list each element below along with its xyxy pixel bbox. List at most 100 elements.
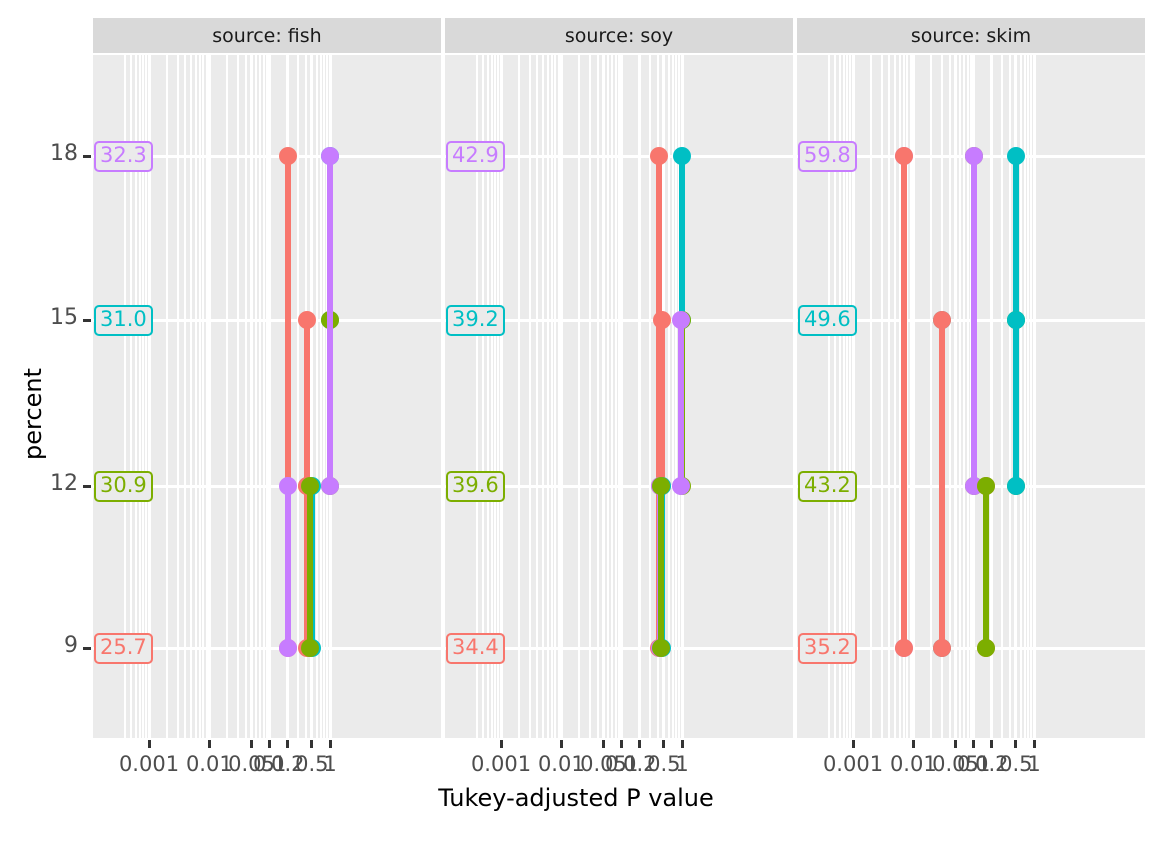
gridline-major (851, 55, 855, 738)
comparison-point[interactable] (673, 147, 691, 165)
comparison-segment (304, 320, 311, 486)
gridline-minor (554, 55, 557, 738)
x-axis-tick (680, 740, 684, 748)
comparison-point[interactable] (964, 147, 983, 165)
gridline-minor (1001, 55, 1004, 738)
comparison-segment (982, 486, 989, 648)
gridline-minor (1027, 55, 1030, 738)
comparison-segment (659, 320, 666, 486)
comparison-point[interactable] (321, 147, 339, 165)
comparison-point[interactable] (652, 477, 671, 495)
y-axis-tick-label: 15 (50, 305, 78, 330)
gridline-major (954, 55, 957, 738)
facet-strip-skim: source: skim (797, 18, 1145, 53)
comparison-point[interactable] (1006, 147, 1025, 165)
gridline-minor (550, 55, 553, 738)
gridline-horizontal (445, 485, 793, 488)
x-axis-tick (602, 740, 605, 748)
gridline-minor (237, 55, 240, 738)
x-axis-tick-label: 0.01 (889, 752, 937, 776)
comparison-segment (677, 320, 684, 486)
comparison-segment (284, 156, 291, 648)
x-axis-tick-label: 0.05 (932, 752, 979, 776)
gridline-minor (1023, 55, 1026, 738)
x-axis-tick-label: 0.01 (185, 752, 233, 776)
comparison-segment (679, 156, 685, 320)
x-axis-tick-label: 0.05 (228, 752, 275, 776)
gridline-minor (129, 55, 132, 738)
gridline-minor (898, 55, 901, 738)
gridline-major (147, 55, 151, 738)
comparison-point[interactable] (976, 639, 995, 657)
x-axis-tick (310, 740, 314, 748)
mean-value-label: 30.9 (94, 471, 153, 502)
mean-value-label: 39.2 (446, 305, 505, 336)
comparison-point[interactable] (933, 311, 952, 329)
comparison-point[interactable] (653, 311, 672, 329)
comparison-point[interactable] (278, 147, 297, 165)
y-axis-tick-label: 9 (64, 633, 78, 658)
gridline-minor (894, 55, 897, 738)
gridline-minor (176, 55, 179, 738)
comparison-point[interactable] (933, 639, 952, 657)
gridline-minor (528, 55, 531, 738)
gridline-minor (518, 55, 521, 738)
gridline-minor (833, 55, 836, 738)
gridline-major (1032, 55, 1036, 738)
panel-fish (93, 55, 441, 738)
gridline-minor (1030, 55, 1033, 738)
gridline-minor (194, 55, 197, 738)
gridline-minor (265, 55, 268, 738)
gridline-horizontal (445, 319, 793, 322)
comparison-point[interactable] (278, 477, 297, 495)
y-axis-tick (83, 484, 91, 488)
gridline-minor (134, 55, 137, 738)
gridline-minor (481, 55, 484, 738)
gridline-major (310, 55, 314, 738)
y-axis-tick (83, 646, 91, 650)
x-axis-tick-label: 0.1 (956, 752, 991, 776)
gridline-minor (906, 55, 909, 738)
gridline-minor (315, 55, 318, 738)
x-axis-tick (972, 740, 976, 748)
gridline-horizontal (797, 647, 1145, 650)
comparison-point[interactable] (894, 147, 913, 165)
x-axis-tick (559, 740, 563, 748)
y-axis-tick (83, 154, 91, 158)
comparison-point[interactable] (671, 477, 690, 495)
x-axis-tick (620, 740, 624, 748)
gridline-minor (297, 55, 300, 738)
x-axis-tick-label: 0.2 (271, 752, 305, 776)
comparison-point[interactable] (650, 147, 669, 165)
comparison-point[interactable] (1006, 477, 1025, 495)
gridline-minor (959, 55, 962, 738)
comparison-point[interactable] (652, 639, 671, 657)
x-axis-tick (268, 740, 272, 748)
y-axis-tick (83, 318, 91, 322)
x-axis-tick-label: 1 (1027, 752, 1041, 776)
gridline-minor (596, 55, 599, 738)
x-axis-tick-label: 0.2 (623, 752, 657, 776)
comparison-point[interactable] (321, 477, 339, 495)
comparison-point[interactable] (894, 639, 913, 657)
gridline-minor (909, 55, 912, 738)
comparison-point[interactable] (300, 639, 319, 657)
gridline-minor (827, 55, 830, 738)
gridline-minor (323, 55, 326, 738)
comparison-point[interactable] (298, 311, 317, 329)
comparison-point[interactable] (300, 477, 319, 495)
comparison-point[interactable] (976, 477, 995, 495)
comparison-point[interactable] (671, 311, 690, 329)
gridline-minor (888, 55, 891, 738)
gridline-minor (244, 55, 247, 738)
comparison-point[interactable] (1006, 311, 1025, 329)
comparison-point[interactable] (278, 639, 297, 657)
gridline-minor (611, 55, 614, 738)
gridline-minor (255, 55, 258, 738)
mean-value-label: 43.2 (798, 471, 857, 502)
gridline-horizontal (445, 155, 793, 158)
x-axis-tick (207, 740, 211, 748)
comparison-segment (658, 486, 665, 648)
gridline-minor (1008, 55, 1011, 738)
